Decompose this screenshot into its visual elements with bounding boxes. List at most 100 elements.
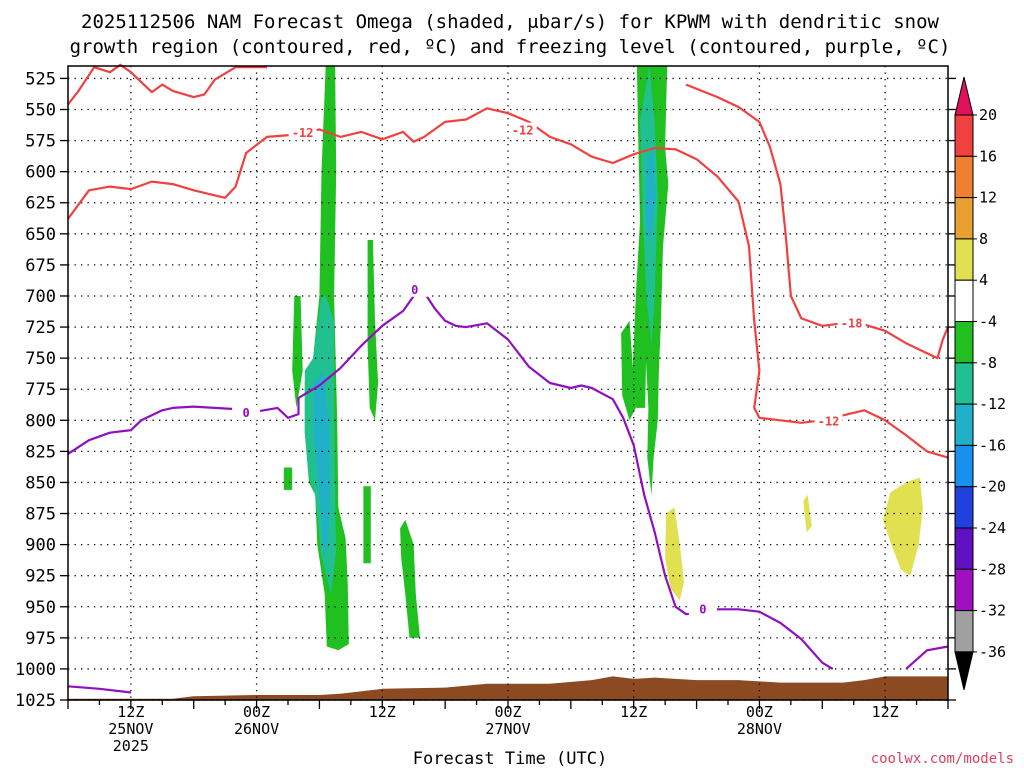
colorbar-label: 12 [979,189,997,207]
x-tick-label: 00Z [494,703,521,721]
colorbar-swatch [954,279,974,323]
omega-cyan-a [313,370,330,557]
contour-label-purple-1: 0 [242,406,249,420]
x-tick-label: 00Z [243,703,270,721]
y-tick-label: 950 [25,598,56,618]
x-axis-title: Forecast Time (UTC) [413,749,607,768]
y-tick-label: 825 [25,442,56,462]
omega-orange-b [665,507,684,601]
colorbar-label: -4 [979,313,997,331]
contour-lines [67,63,950,694]
contour-label-red-4-bg [837,315,866,331]
y-tick-label: 575 [25,132,56,152]
y-tick-label: 750 [25,349,56,369]
x-tick-label: 12Z [872,703,899,721]
colorbar-swatch [954,238,974,281]
contour-label-purple-3-bg [688,601,717,617]
x-tick-label: 12Z [620,703,647,721]
y-tick-label: 550 [25,101,56,121]
omega-green-d [367,240,379,421]
omega-yellow-mid [690,392,762,589]
y-tick-label: 850 [25,473,56,493]
x-tick-label: 12Z [117,703,144,721]
contour-freezing_level_0C [67,291,834,670]
contour-label-red-4: -18 [841,316,863,330]
colorbar-label: 8 [979,230,988,248]
omega-green-c [283,467,293,490]
colorbar-swatch [954,321,974,364]
x-tick-label: 2025 [113,737,149,755]
colorbar-label: 20 [979,106,997,124]
y-tick-label: 725 [25,318,56,338]
contour-dgz_minus12_right [685,83,950,360]
x-tick-label: 00Z [746,703,773,721]
omega-shading [70,66,948,657]
y-tick-label: 900 [25,536,56,556]
y-tick-label: 1000 [15,660,56,680]
y-tick-label: 600 [25,163,56,183]
contour-label-red-2-bg [508,122,537,138]
y-tick-label: 925 [25,567,56,587]
colorbar-swatch [954,527,974,570]
y-tick-label: 875 [25,505,56,525]
y-tick-label: 775 [25,380,56,400]
contour-freezing_level_0C_left [67,685,132,694]
colorbar-swatch [954,568,974,612]
colorbar-label: 16 [979,147,997,165]
colorbar-label: -8 [979,354,997,372]
x-tick-label: 26NOV [234,720,279,738]
colorbar-label: -20 [979,478,1006,496]
omega-orange-c [803,494,812,533]
colorbar-top-arrow [954,76,974,116]
omega-green-b [292,296,303,408]
x-tick-label: 28NOV [737,720,782,738]
contour-label-red-1: -12 [292,126,314,140]
contour-labels: -12 -12 -12 -18 0 0 0 [232,122,866,617]
colorbar-swatch [954,610,974,653]
contour-freezing_level_0C_right [905,645,949,670]
y-tick-label: 650 [25,225,56,245]
contour-label-red-2: -12 [512,124,534,138]
terrain-polygon [68,676,948,701]
x-tick-label: 25NOV [108,720,153,738]
contour-dgz_minus12_upper [67,63,267,106]
omega-green-f [400,519,420,638]
credit-text[interactable]: coolwx.com/models [871,751,1014,767]
contour-label-purple-3: 0 [699,602,706,616]
contour-label-purple-2-bg [400,281,429,297]
omega-yellow-left [70,107,89,262]
y-tick-label: 1025 [15,691,56,711]
y-tick-label: 700 [25,287,56,307]
colorbar: 20 16 12 8 4 -4 -8 -12 -16 -20 -24 -28 -32 -36 [954,76,1006,691]
contour-label-red-3: -12 [818,415,840,429]
colorbar-swatch [954,486,974,529]
colorbar-swatch [954,114,974,157]
contour-dgz_minus12_mid [67,107,949,459]
omega-yellow-right [786,358,948,657]
omega-orange-a [883,477,923,576]
colorbar-label: -32 [979,602,1006,620]
y-tick-label: 675 [25,256,56,276]
colorbar-label: -24 [979,519,1006,537]
y-tick-label: 800 [25,411,56,431]
x-tick-label: 12Z [369,703,396,721]
colorbar-swatch [954,362,974,405]
colorbar-swatch [954,444,974,488]
x-tick-label: 27NOV [485,720,530,738]
colorbar-label: -28 [979,560,1006,578]
contour-label-red-3-bg [814,413,843,429]
y-tick-label: 625 [25,194,56,214]
y-tick-label: 975 [25,629,56,649]
y-tick-label: 525 [25,69,56,89]
contour-label-purple-2: 0 [411,283,418,297]
colorbar-swatch [954,403,974,446]
colorbar-swatch [954,197,974,240]
colorbar-bottom-arrow [954,651,974,691]
colorbar-label: -36 [979,643,1006,661]
colorbar-swatch [954,155,974,199]
colorbar-label: 4 [979,271,988,289]
terrain-fill [68,676,948,701]
y-axis: 525 550 575 600 625 650 675 700 725 750 775 800 825 8… [15,69,956,711]
